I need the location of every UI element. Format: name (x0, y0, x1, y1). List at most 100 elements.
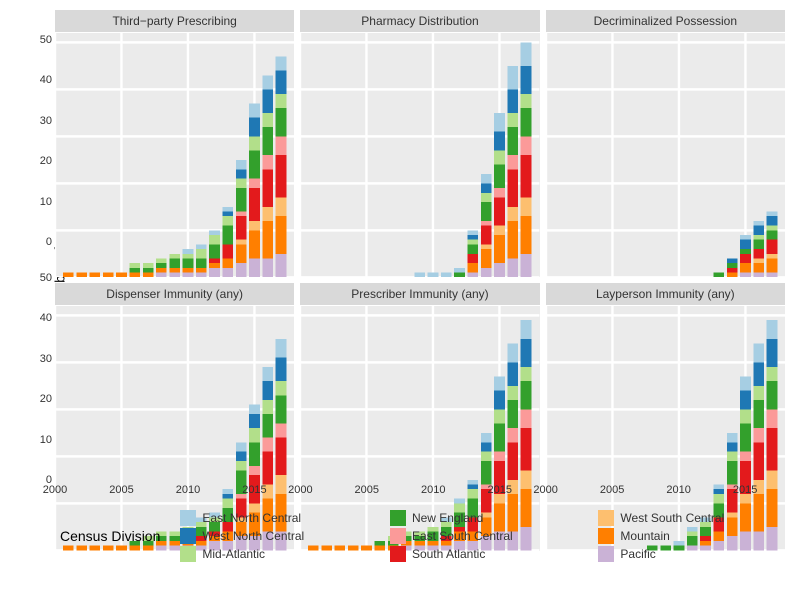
bar-segment (415, 273, 426, 278)
bar-segment (494, 226, 505, 235)
bar-segment (183, 249, 194, 254)
bar-segment (209, 268, 220, 277)
bar-segment (276, 339, 287, 358)
panel-title: Dispenser Immunity (any) (55, 283, 294, 306)
legend-item: Mid-Atlantic (180, 546, 360, 562)
bar-segment (249, 443, 260, 466)
bar-segment (236, 188, 247, 211)
legend-label: Mid-Atlantic (202, 547, 265, 561)
legend-item: Mountain (598, 528, 780, 544)
legend-item: New England (390, 510, 568, 526)
bar-segment (753, 400, 764, 428)
bar-segment (508, 428, 519, 442)
bar-segment (236, 443, 247, 452)
bar-segment (726, 433, 737, 442)
bar-segment (494, 188, 505, 197)
panel-title: Third−party Prescribing (55, 10, 294, 33)
bar-segment (262, 155, 273, 169)
bar-segment (249, 466, 260, 475)
bar-segment (103, 273, 114, 278)
bar-segment (262, 221, 273, 259)
bar-segment (753, 240, 764, 249)
y-tick-label: 40 (32, 312, 52, 324)
bar-segment (455, 273, 466, 278)
bar-segment (713, 273, 724, 278)
bar-segment (753, 386, 764, 400)
bar-segment (766, 339, 777, 367)
legend-swatch (390, 510, 406, 526)
bar-segment (249, 414, 260, 428)
legend-label: East North Central (202, 511, 301, 525)
bar-segment (521, 108, 532, 136)
bar-segment (766, 320, 777, 339)
bar-segment (481, 193, 492, 202)
bar-segment (468, 263, 479, 272)
bar-segment (249, 221, 260, 230)
bar-segment (508, 221, 519, 259)
facet-panel: Third−party Prescribing (55, 10, 294, 277)
x-tick-label: 2015 (733, 484, 757, 496)
bar-segment (441, 273, 452, 278)
bar-segment (276, 438, 287, 476)
bar-segment (740, 249, 751, 254)
bar-segment (129, 273, 140, 278)
y-tick-label: 20 (32, 155, 52, 167)
bar-segment (262, 207, 273, 221)
legend-label: Mountain (620, 529, 669, 543)
bar-segment (521, 155, 532, 197)
bar-segment (753, 443, 764, 481)
bar-segment (249, 103, 260, 117)
y-tick-label: 50 (32, 272, 52, 284)
bar-segment (249, 405, 260, 414)
bar-segment (740, 391, 751, 410)
bar-segment (740, 424, 751, 452)
bar-segment (276, 71, 287, 94)
bar-segment (521, 66, 532, 94)
bar-segment (209, 259, 220, 264)
x-tick-label: 2005 (355, 484, 379, 496)
bar-segment (766, 230, 777, 239)
bar-segment (766, 273, 777, 278)
bar-segment (468, 230, 479, 235)
bar-segment (494, 263, 505, 277)
bar-segment (521, 42, 532, 65)
x-tick-label: 2010 (666, 484, 690, 496)
bar-segment (169, 273, 180, 278)
x-tick-label: 2015 (242, 484, 266, 496)
y-tick-label: 10 (32, 434, 52, 446)
x-tick-label: 2000 (533, 484, 557, 496)
x-tick-label: 2000 (288, 484, 312, 496)
legend-item: Pacific (598, 546, 780, 562)
bar-segment (169, 268, 180, 273)
bar-segment (236, 216, 247, 239)
bar-segment (726, 443, 737, 452)
bar-segment (740, 410, 751, 424)
legend-swatch (598, 546, 614, 562)
x-tick-group: 2000200520102015 (300, 482, 539, 502)
bar-segment (183, 254, 194, 259)
bar-segment (508, 66, 519, 89)
bar-segment (521, 320, 532, 339)
bar-segment (223, 244, 234, 258)
bar-segment (196, 268, 207, 273)
legend-swatch (180, 528, 196, 544)
bar-segment (494, 410, 505, 424)
y-tick-label: 10 (32, 196, 52, 208)
x-tick-label: 2005 (109, 484, 133, 496)
bar-segment (494, 197, 505, 225)
bar-segment (63, 273, 74, 278)
bar-segment (766, 240, 777, 254)
bar-segment (766, 428, 777, 470)
x-tick-label: 2015 (488, 484, 512, 496)
bar-segment (740, 254, 751, 263)
bar-segment (740, 377, 751, 391)
bar-segment (143, 273, 154, 278)
legend-label: New England (412, 511, 483, 525)
bar-segment (508, 169, 519, 207)
legend-swatch (180, 510, 196, 526)
bar-segment (521, 410, 532, 429)
bar-segment (508, 89, 519, 112)
y-axis-ticks: 0102030405001020304050 (32, 10, 52, 480)
bar-segment (236, 179, 247, 188)
bar-segment (262, 127, 273, 155)
